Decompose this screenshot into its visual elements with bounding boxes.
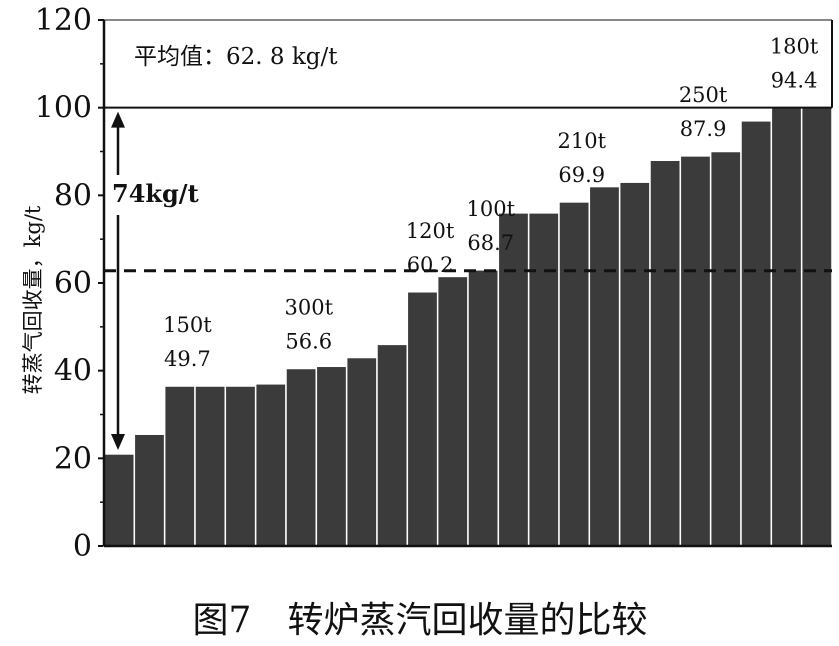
bar — [467, 269, 500, 547]
y-tick-label: 40 — [54, 354, 92, 389]
bar — [588, 185, 621, 547]
bar — [254, 383, 287, 547]
bar — [679, 155, 712, 547]
capacity-label: 100t — [466, 197, 515, 221]
bar — [315, 365, 348, 547]
capacity-label: 150t — [163, 313, 212, 337]
y-tick-label: 0 — [73, 529, 92, 564]
bar — [800, 106, 833, 547]
bar — [740, 120, 773, 547]
value-label: 87.9 — [680, 117, 727, 141]
capacity-label: 210t — [557, 129, 606, 153]
value-label: 60.2 — [407, 253, 454, 277]
y-tick-label: 60 — [54, 266, 92, 301]
bar — [194, 385, 227, 547]
bar — [770, 106, 803, 547]
y-tick-label: 100 — [35, 91, 92, 126]
bar — [558, 201, 591, 547]
bar — [163, 385, 196, 547]
capacity-label: 250t — [679, 83, 728, 107]
range-label: 74kg/t — [112, 179, 199, 208]
y-axis-label: 转蒸气回收量，kg/t — [21, 205, 45, 394]
bar — [103, 453, 136, 547]
value-label: 49.7 — [164, 347, 211, 371]
bar — [709, 150, 742, 547]
bar — [497, 212, 530, 547]
range-arrow-head-up — [111, 111, 125, 128]
bar — [376, 343, 409, 547]
capacity-label: 180t — [770, 35, 819, 59]
bar — [224, 385, 257, 547]
value-label: 56.6 — [285, 329, 332, 353]
range-arrow-head-down — [111, 433, 125, 450]
capacity-label: 300t — [284, 295, 333, 319]
y-tick-label: 20 — [54, 441, 92, 476]
value-label: 94.4 — [771, 69, 818, 93]
capacity-label: 120t — [406, 219, 455, 243]
bar — [133, 433, 166, 547]
bar — [436, 275, 469, 547]
bar — [285, 367, 318, 547]
bar — [618, 181, 651, 547]
figure-caption: 图7 转炉蒸汽回收量的比较 — [193, 600, 648, 641]
y-tick-label: 120 — [35, 3, 92, 38]
bar — [649, 159, 682, 547]
mean-label: 平均值：62. 8 kg/t — [134, 44, 338, 70]
y-tick-label: 80 — [54, 178, 92, 213]
bar — [345, 356, 378, 547]
bar — [406, 291, 439, 547]
value-label: 69.9 — [558, 163, 605, 187]
value-label: 68.7 — [467, 231, 514, 255]
bar — [527, 212, 560, 547]
